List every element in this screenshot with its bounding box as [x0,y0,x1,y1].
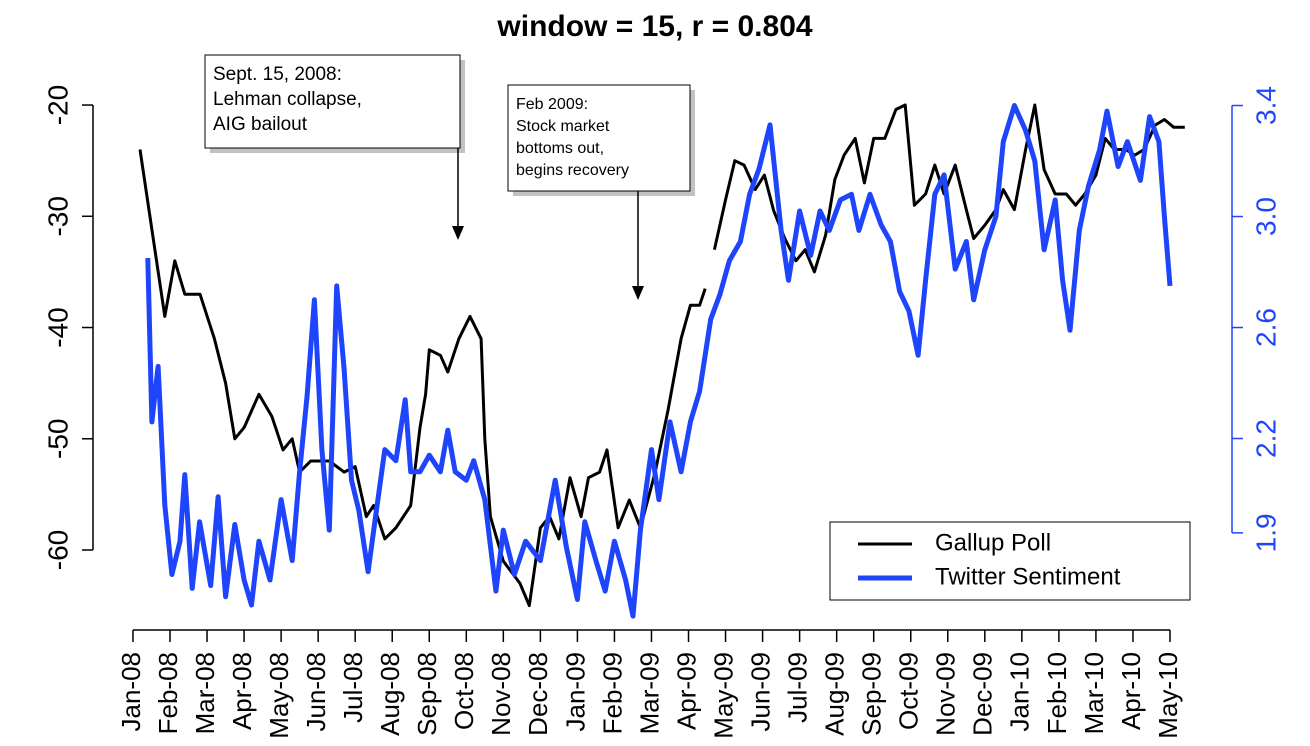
y2-tick-label: 3.4 [1250,86,1281,125]
annotation-text: AIG bailout [213,114,308,135]
y-tick-label: -50 [42,419,73,459]
x-tick-label: Feb-08 [153,652,183,734]
x-tick-label: Jul-09 [783,652,813,723]
y-tick-label: -30 [42,196,73,236]
y-tick-label: -60 [42,530,73,570]
x-tick-label: Aug-08 [375,652,405,736]
y2-tick-label: 2.6 [1250,308,1281,347]
x-tick-label: Jan-08 [116,652,146,732]
x-tick-label: Oct-08 [449,652,479,730]
annotation-arrowhead [632,286,644,300]
x-tick-label: Mar-10 [1079,652,1109,734]
y2-tick-label: 2.2 [1250,419,1281,458]
x-tick-label: Apr-09 [671,652,701,730]
annotation-box [204,54,461,149]
x-tick-label: Jun-08 [301,652,331,732]
x-tick-label: May-09 [708,652,738,739]
x-tick-label: Mar-09 [634,652,664,734]
y2-tick-label: 1.9 [1250,513,1281,552]
x-tick-label: Jul-08 [338,652,368,723]
y2-tick-label: 3.0 [1250,197,1281,236]
x-tick-label: Aug-09 [820,652,850,736]
annotation-text: begins recovery [516,162,629,179]
x-tick-label: Feb-09 [597,652,627,734]
chart-title: window = 15, r = 0.804 [496,10,812,43]
series-line [145,103,1173,619]
x-tick-label: Apr-08 [227,652,257,730]
annotation-text: bottoms out, [516,140,604,157]
x-tick-label: Jan-10 [1005,652,1035,732]
legend-box [829,521,1191,601]
x-tick-label: Sep-08 [412,652,442,736]
x-tick-label: Sep-09 [857,652,887,736]
legend-label: Gallup Poll [935,529,1051,556]
y-tick-label: -40 [42,307,73,347]
x-tick-label: May-10 [1153,652,1183,739]
x-tick-label: Nov-09 [931,652,961,736]
y-tick-label: -20 [42,85,73,125]
x-tick-label: Feb-10 [1042,652,1072,734]
annotation-text: Lehman collapse, [213,89,362,110]
x-tick-label: May-08 [264,652,294,739]
x-tick-label: Dec-08 [523,652,553,736]
annotation-arrowhead [452,226,464,240]
x-tick-label: Dec-09 [968,652,998,736]
x-tick-label: Jan-09 [560,652,590,732]
x-tick-label: Apr-10 [1116,652,1146,730]
annotation-text: Sept. 15, 2008: [213,64,342,85]
annotation-text: Feb 2009: [516,96,588,113]
annotation-text: Stock market [516,118,610,135]
annotation-box [507,84,691,192]
x-tick-label: Mar-08 [190,652,220,734]
x-tick-label: Oct-09 [894,652,924,730]
x-tick-label: Jun-09 [745,652,775,732]
legend-label: Twitter Sentiment [935,563,1121,590]
x-tick-label: Nov-08 [486,652,516,736]
